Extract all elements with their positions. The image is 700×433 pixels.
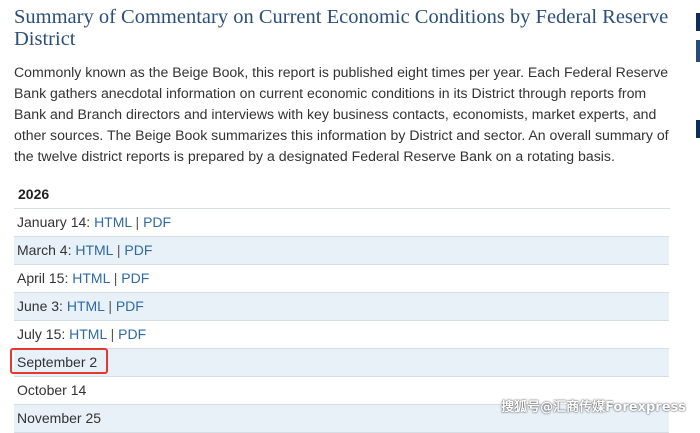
html-link[interactable]: HTML [75,242,113,258]
intro-paragraph: Commonly known as the Beige Book, this r… [14,64,669,164]
watermark: 搜狐号@汇商传媒Forexpress [501,400,686,415]
release-row-october: October 14 [14,377,669,405]
main-content: Summary of Commentary on Current Economi… [10,0,670,433]
release-date: January 14: [17,214,91,230]
release-date: April 15: [17,270,69,286]
link-separator: | [110,326,115,342]
release-date: June 3: [17,298,63,314]
highlight-box [10,348,108,374]
release-schedule-list: January 14: HTML | PDF March 4: HTML | P… [10,209,669,433]
release-row-june: June 3: HTML | PDF [14,293,669,321]
link-separator: | [116,242,121,258]
pdf-link[interactable]: PDF [124,242,153,258]
html-link[interactable]: HTML [72,270,110,286]
year-heading: 2026 [14,180,670,209]
release-date: September 2 [17,354,98,370]
release-row-january: January 14: HTML | PDF [14,209,669,237]
html-link[interactable]: HTML [66,298,105,314]
link-separator: | [135,214,140,230]
release-date: July 15: [17,326,66,342]
release-row-april: April 15: HTML | PDF [14,265,669,293]
side-tab-mark [696,120,700,138]
release-date: November 25 [17,410,102,426]
side-tab-edge [695,0,700,140]
release-date: March 4: [17,242,72,258]
pdf-link[interactable]: PDF [121,270,150,286]
release-row-september: September 2 [10,348,669,377]
pdf-link[interactable]: PDF [143,214,172,230]
side-tab-mark [696,40,700,62]
link-separator: | [108,298,112,314]
pdf-link[interactable]: PDF [118,326,147,342]
release-date: October 14 [17,382,87,398]
html-link[interactable]: HTML [69,326,107,342]
side-tab-mark [696,13,700,31]
link-separator: | [113,270,118,286]
release-row-march: March 4: HTML | PDF [14,237,669,265]
release-row-july: July 15: HTML | PDF [14,321,669,349]
html-link[interactable]: HTML [94,214,132,230]
pdf-link[interactable]: PDF [115,298,144,314]
page-title: Summary of Commentary on Current Economi… [14,6,669,50]
